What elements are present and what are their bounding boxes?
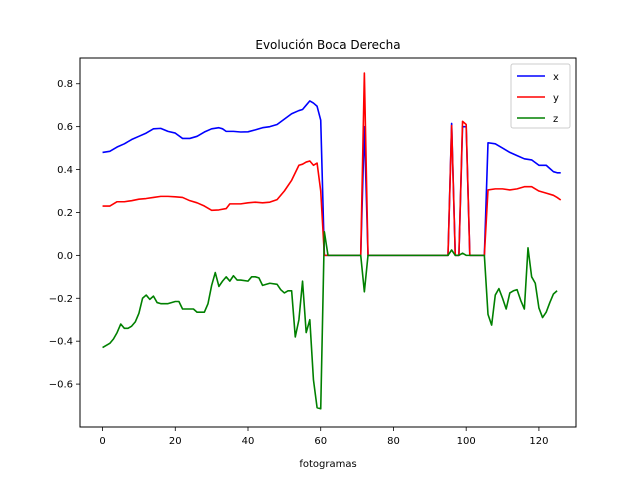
y-tick-label: 0.8 (57, 79, 73, 90)
series-line-y (102, 72, 562, 257)
series-line-z (102, 230, 558, 410)
y-tick-label: 0.6 (57, 122, 73, 133)
legend-label-x: x (553, 72, 559, 83)
x-tick-label: 80 (387, 436, 400, 447)
y-tick-label: −0.6 (49, 380, 73, 391)
x-tick-label: 20 (169, 436, 182, 447)
x-axis-label: fotogramas (299, 459, 356, 470)
series-line-x (102, 100, 561, 257)
x-tick-label: 100 (457, 436, 476, 447)
x-tick-label: 0 (99, 436, 105, 447)
legend-box (510, 63, 571, 129)
y-axis: −0.6 −0.4 −0.2 0.0 0.2 0.4 0.6 0.8 (49, 79, 80, 391)
legend-label-y: y (553, 93, 559, 104)
chart-title: Evolución Boca Derecha (255, 38, 400, 52)
y-tick-label: −0.2 (49, 294, 73, 305)
x-tick-label: 40 (242, 436, 255, 447)
y-tick-label: 0.4 (57, 165, 73, 176)
y-tick-label: −0.4 (49, 337, 73, 348)
plot-frame (79, 57, 577, 428)
x-axis: 0 20 40 60 80 100 120 (99, 427, 548, 447)
y-tick-label: 0.0 (57, 251, 73, 262)
x-tick-label: 60 (314, 436, 327, 447)
legend: xyz (510, 63, 571, 129)
y-tick-label: 0.2 (57, 208, 73, 219)
x-tick-label: 120 (529, 436, 548, 447)
series-layer (102, 72, 562, 410)
legend-label-z: z (553, 114, 558, 125)
